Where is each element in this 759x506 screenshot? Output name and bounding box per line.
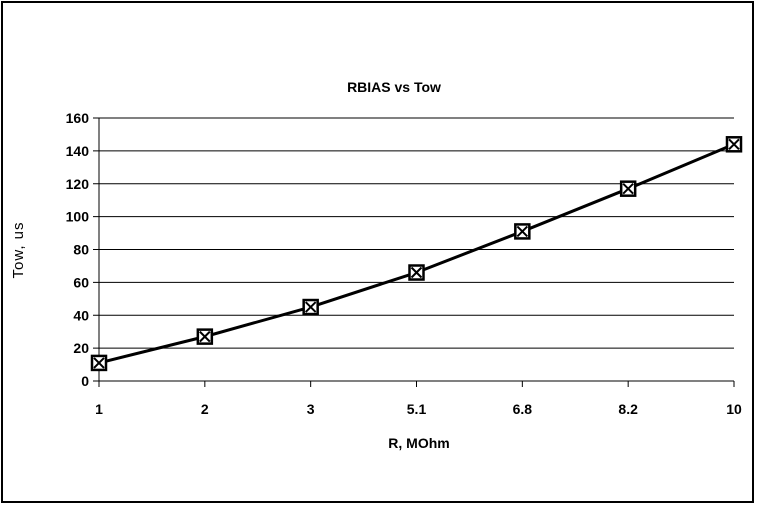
y-tick-label-120: 120 <box>66 176 90 192</box>
series-line-layer <box>98 142 735 365</box>
x-tick-label-3: 3 <box>307 401 315 417</box>
y-tick-label-0: 0 <box>81 373 89 389</box>
data-point-10 <box>725 136 743 153</box>
x-axis-title: R, MOhm <box>388 435 449 451</box>
y-tick-label-20: 20 <box>73 340 89 356</box>
x-tick-label-8.2: 8.2 <box>618 401 638 417</box>
marker-cross-b <box>410 266 423 279</box>
marker-cross-b <box>199 330 211 343</box>
data-markers <box>90 136 743 372</box>
y-axis-title: Tow, us <box>10 221 27 278</box>
x-tick-label-2: 2 <box>201 401 209 417</box>
x-tick-labels: 1 2 3 5.1 6.8 8.2 10 <box>95 401 742 417</box>
y-tick-label-40: 40 <box>73 307 89 323</box>
marker-cross-b <box>93 357 105 369</box>
x-tick-label-5.1: 5.1 <box>407 401 427 417</box>
marker-cross-b <box>304 301 317 313</box>
chart-svg: RBIAS vs Tow 0 20 40 60 80 100 120 140 160 1 2 3 5.… <box>10 79 743 451</box>
y-tick-labels: 0 20 40 60 80 100 120 140 160 <box>66 110 90 389</box>
data-point-5.1 <box>408 264 425 281</box>
data-point-2 <box>196 328 214 345</box>
x-tick-label-1: 1 <box>95 401 103 417</box>
marker-cross-b <box>516 225 529 238</box>
data-point-8.2 <box>619 180 637 197</box>
data-point-3 <box>302 298 319 316</box>
y-tick-label-60: 60 <box>73 274 89 290</box>
gridlines <box>99 117 734 349</box>
data-point-6.8 <box>514 223 531 240</box>
marker-cross-b <box>622 182 634 195</box>
y-tick-label-100: 100 <box>66 209 90 225</box>
x-tick-label-6.8: 6.8 <box>513 401 533 417</box>
marker-cross-b <box>728 138 740 151</box>
data-point-1 <box>90 354 108 372</box>
axes <box>93 117 735 387</box>
y-tick-label-140: 140 <box>66 143 90 159</box>
series-line-0 <box>98 142 735 365</box>
y-tick-label-160: 160 <box>66 110 90 126</box>
y-tick-label-80: 80 <box>73 242 89 258</box>
x-tick-label-10: 10 <box>726 401 742 417</box>
chart-title: RBIAS vs Tow <box>347 79 441 95</box>
